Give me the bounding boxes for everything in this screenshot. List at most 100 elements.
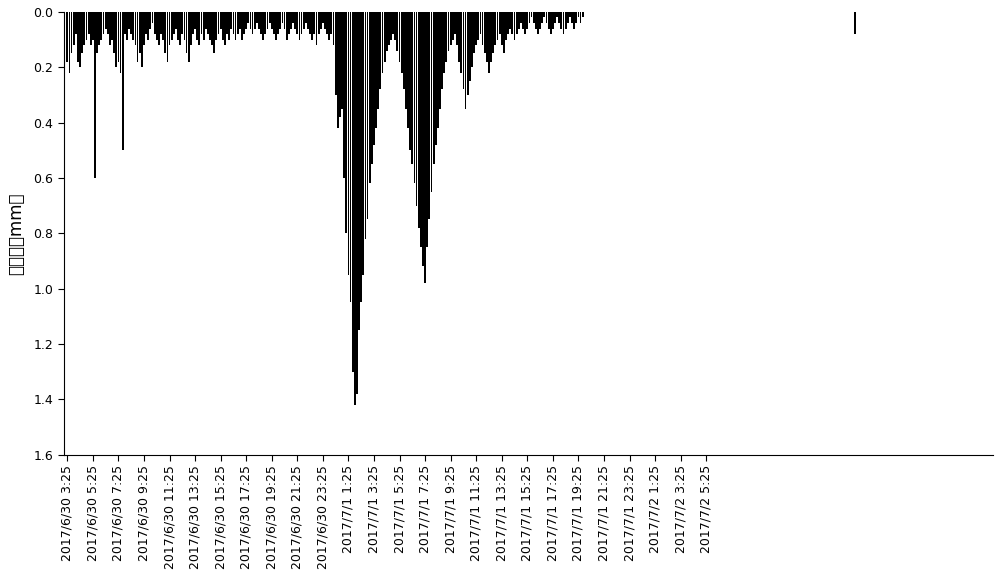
Bar [139, 12, 141, 54]
Bar [109, 12, 111, 45]
Bar [573, 12, 575, 29]
Bar [107, 12, 109, 34]
Bar [284, 12, 285, 29]
Bar [198, 12, 200, 45]
Bar [350, 12, 351, 302]
Bar [578, 12, 579, 17]
Bar [382, 12, 383, 73]
Bar [273, 12, 275, 34]
Bar [488, 12, 490, 73]
Bar [401, 12, 403, 73]
Bar [322, 12, 324, 23]
Bar [439, 12, 441, 109]
Bar [169, 12, 170, 45]
Bar [258, 12, 260, 29]
Bar [203, 12, 205, 40]
Bar [480, 12, 481, 34]
Bar [335, 12, 337, 95]
Bar [309, 12, 311, 34]
Bar [241, 12, 243, 40]
Bar [582, 12, 584, 17]
Bar [356, 12, 358, 394]
Bar [452, 12, 454, 40]
Bar [135, 12, 136, 45]
Bar [486, 12, 488, 62]
Bar [505, 12, 507, 40]
Bar [465, 12, 466, 109]
Bar [575, 12, 577, 23]
Bar [215, 12, 217, 40]
Bar [416, 12, 417, 206]
Bar [567, 12, 569, 23]
Bar [156, 12, 158, 40]
Bar [514, 12, 515, 40]
Bar [100, 12, 102, 40]
Bar [428, 12, 430, 219]
Bar [318, 12, 320, 34]
Bar [262, 12, 264, 40]
Bar [565, 12, 567, 29]
Bar [303, 12, 305, 29]
Bar [192, 12, 194, 34]
Bar [288, 12, 290, 34]
Bar [571, 12, 573, 23]
Bar [171, 12, 173, 40]
Bar [201, 12, 202, 34]
Bar [90, 12, 92, 45]
Bar [394, 12, 396, 40]
Bar [345, 12, 347, 233]
Bar [213, 12, 215, 54]
Bar [441, 12, 443, 89]
Y-axis label: 降水量（mm）: 降水量（mm） [7, 192, 25, 275]
Bar [296, 12, 298, 34]
Bar [271, 12, 273, 29]
Bar [339, 12, 341, 117]
Bar [316, 12, 317, 45]
Bar [560, 12, 562, 29]
Bar [511, 12, 513, 34]
Bar [328, 12, 330, 40]
Bar [469, 12, 471, 81]
Bar [218, 12, 219, 34]
Bar [98, 12, 100, 45]
Bar [252, 12, 253, 34]
Bar [126, 12, 128, 40]
Bar [379, 12, 381, 89]
Bar [539, 12, 541, 29]
Bar [854, 12, 856, 34]
Bar [548, 12, 550, 29]
Bar [211, 12, 213, 45]
Bar [537, 12, 539, 34]
Bar [307, 12, 309, 29]
Bar [343, 12, 345, 178]
Bar [324, 12, 326, 29]
Bar [94, 12, 96, 178]
Bar [224, 12, 226, 45]
Bar [190, 12, 192, 45]
Bar [147, 12, 149, 40]
Bar [522, 12, 524, 29]
Bar [431, 12, 432, 192]
Bar [494, 12, 496, 45]
Bar [260, 12, 262, 34]
Bar [205, 12, 207, 29]
Bar [83, 12, 85, 45]
Bar [311, 12, 313, 40]
Bar [360, 12, 362, 302]
Bar [546, 12, 547, 23]
Bar [256, 12, 258, 23]
Bar [550, 12, 552, 34]
Bar [254, 12, 256, 29]
Bar [162, 12, 164, 40]
Bar [337, 12, 339, 128]
Bar [411, 12, 413, 164]
Bar [181, 12, 183, 34]
Bar [330, 12, 332, 34]
Bar [422, 12, 424, 267]
Bar [75, 12, 77, 34]
Bar [196, 12, 198, 40]
Bar [424, 12, 426, 283]
Bar [563, 12, 564, 34]
Bar [341, 12, 343, 109]
Bar [239, 12, 241, 29]
